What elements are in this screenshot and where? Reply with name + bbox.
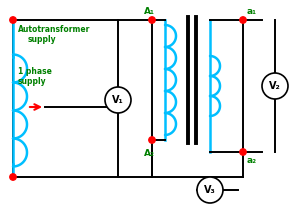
Circle shape — [10, 174, 16, 180]
Text: Autotransformer: Autotransformer — [18, 25, 90, 35]
Text: V₂: V₂ — [269, 81, 281, 91]
Circle shape — [149, 137, 155, 143]
Text: a₁: a₁ — [247, 7, 257, 16]
Circle shape — [240, 149, 246, 155]
Text: V₃: V₃ — [204, 185, 216, 195]
Circle shape — [262, 73, 288, 99]
Text: supply: supply — [18, 78, 46, 86]
Circle shape — [105, 87, 131, 113]
Circle shape — [240, 17, 246, 23]
Text: A₁: A₁ — [144, 7, 154, 16]
Circle shape — [10, 17, 16, 23]
Text: V₁: V₁ — [112, 95, 124, 105]
Text: 1 phase: 1 phase — [18, 67, 52, 77]
Circle shape — [197, 177, 223, 203]
Circle shape — [149, 17, 155, 23]
Text: supply: supply — [28, 35, 57, 45]
Text: A₂: A₂ — [143, 149, 155, 158]
Text: a₂: a₂ — [247, 156, 257, 165]
